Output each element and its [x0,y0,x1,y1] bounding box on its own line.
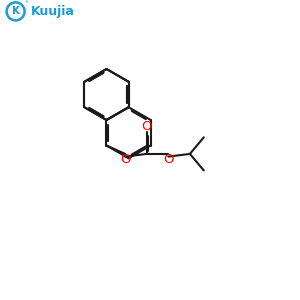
Text: O: O [120,153,130,166]
Text: O: O [163,153,174,166]
Text: Kuujia: Kuujia [31,5,75,18]
Text: K: K [12,6,20,16]
Text: O: O [141,120,152,134]
Text: °: ° [24,1,28,7]
